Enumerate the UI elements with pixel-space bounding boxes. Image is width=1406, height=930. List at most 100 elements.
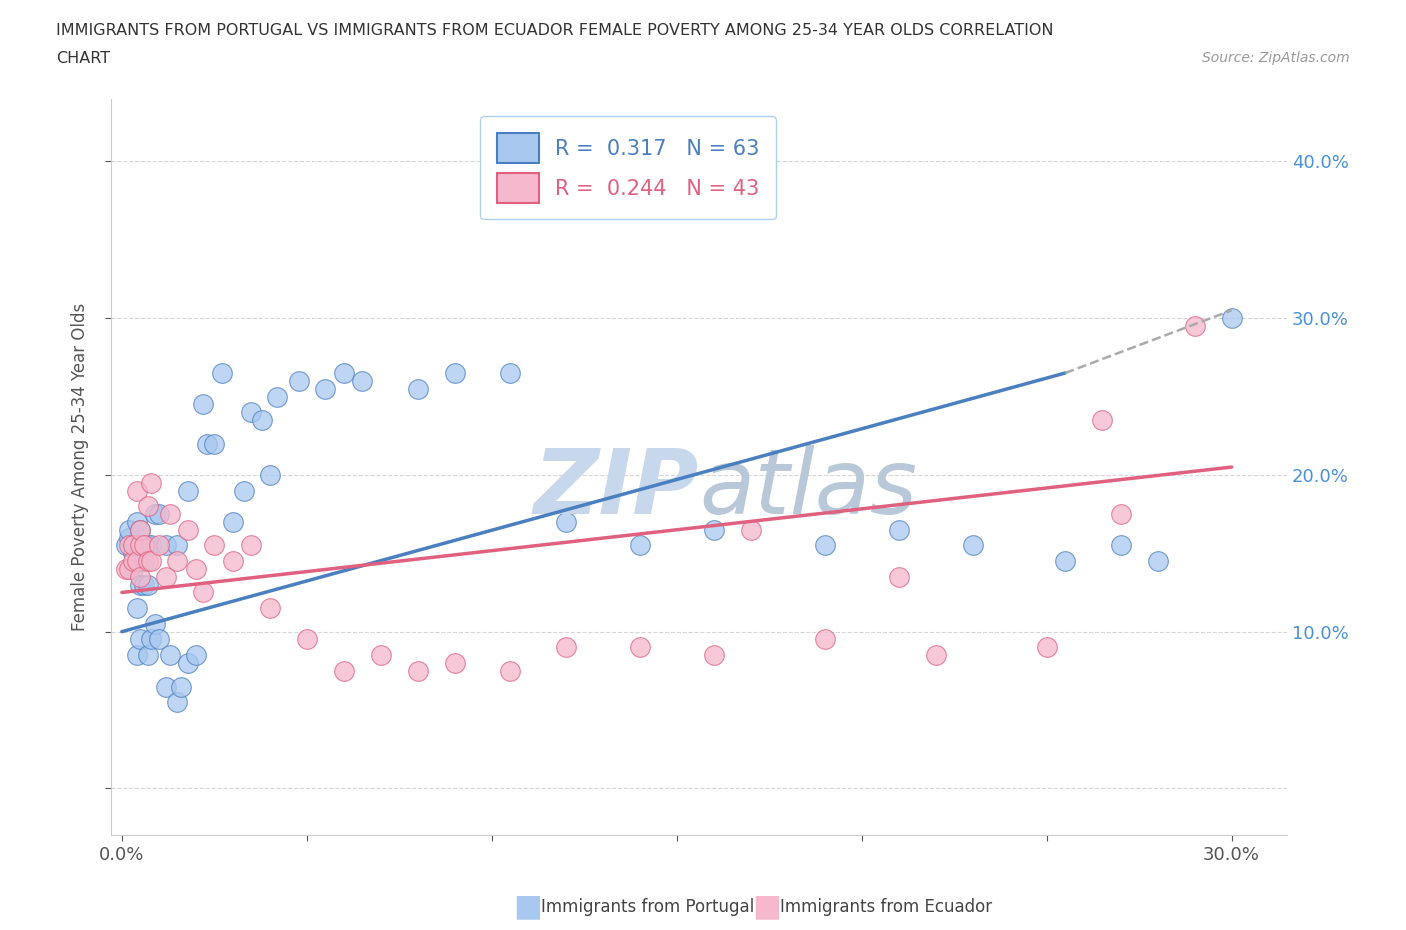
Point [141, 475, 163, 490]
Point [184, 562, 207, 577]
Point [266, 389, 288, 404]
Point [499, 663, 522, 678]
Point [222, 514, 245, 529]
Point [136, 578, 159, 592]
Point [1054, 553, 1077, 568]
Point [129, 569, 152, 584]
Point [1109, 538, 1132, 552]
Point [333, 663, 356, 678]
Point [129, 523, 152, 538]
Point [125, 538, 148, 552]
Point [155, 679, 177, 694]
Point [129, 538, 152, 552]
Point [195, 436, 218, 451]
Text: CHART: CHART [56, 51, 110, 66]
Point [222, 553, 245, 568]
Point [406, 663, 429, 678]
Point [962, 538, 984, 552]
Point [141, 538, 163, 552]
Point [136, 647, 159, 662]
Point [125, 484, 148, 498]
Point [132, 553, 155, 568]
Point [259, 601, 281, 616]
Point [125, 647, 148, 662]
Point [202, 436, 225, 451]
Y-axis label: Female Poverty Among 25-34 Year Olds: Female Poverty Among 25-34 Year Olds [72, 303, 89, 631]
Point [118, 538, 141, 552]
Legend: R =  0.317   N = 63, R =  0.244   N = 43: R = 0.317 N = 63, R = 0.244 N = 43 [481, 116, 776, 219]
Point [125, 553, 148, 568]
Point [166, 538, 188, 552]
Text: IMMIGRANTS FROM PORTUGAL VS IMMIGRANTS FROM ECUADOR FEMALE POVERTY AMONG 25-34 Y: IMMIGRANTS FROM PORTUGAL VS IMMIGRANTS F… [56, 23, 1053, 38]
Point [114, 562, 136, 577]
Point [240, 405, 263, 419]
Text: atlas: atlas [699, 445, 917, 533]
Point [887, 569, 910, 584]
Point [122, 562, 145, 577]
Point [177, 484, 200, 498]
Point [554, 640, 576, 655]
Text: Immigrants from Ecuador: Immigrants from Ecuador [780, 897, 993, 916]
Point [1146, 553, 1168, 568]
Point [129, 523, 152, 538]
Point [628, 640, 651, 655]
Point [118, 562, 141, 577]
Point [259, 468, 281, 483]
Point [628, 538, 651, 552]
Point [129, 553, 152, 568]
Point [136, 553, 159, 568]
Point [703, 523, 725, 538]
Point [125, 601, 148, 616]
Point [370, 647, 392, 662]
Point [193, 585, 215, 600]
Point [159, 507, 181, 522]
Point [177, 656, 200, 671]
Point [125, 514, 148, 529]
Point [129, 578, 152, 592]
Point [166, 695, 188, 710]
Point [232, 484, 254, 498]
Point [143, 507, 166, 522]
Point [295, 632, 318, 647]
Point [143, 617, 166, 631]
Point [211, 365, 233, 380]
Point [554, 514, 576, 529]
Point [148, 507, 170, 522]
Text: Immigrants from Portugal: Immigrants from Portugal [541, 897, 755, 916]
Point [740, 523, 762, 538]
Point [122, 538, 145, 552]
Point [129, 538, 152, 552]
Point [118, 523, 141, 538]
Point [202, 538, 225, 552]
Point [1091, 413, 1114, 428]
Point [155, 569, 177, 584]
Point [170, 679, 193, 694]
Point [118, 530, 141, 545]
Point [141, 632, 163, 647]
Point [499, 365, 522, 380]
Point [132, 578, 155, 592]
Point [141, 553, 163, 568]
Point [240, 538, 263, 552]
Point [177, 523, 200, 538]
Point [132, 538, 155, 552]
Text: ■: ■ [513, 892, 541, 922]
Point [148, 538, 170, 552]
Point [184, 647, 207, 662]
Text: ■: ■ [752, 892, 780, 922]
Point [924, 647, 946, 662]
Point [1109, 507, 1132, 522]
Point [129, 632, 152, 647]
Point [132, 538, 155, 552]
Point [114, 538, 136, 552]
Point [136, 538, 159, 552]
Point [122, 538, 145, 552]
Text: ZIP: ZIP [534, 445, 699, 533]
Text: Source: ZipAtlas.com: Source: ZipAtlas.com [1202, 51, 1350, 65]
Point [136, 498, 159, 513]
Point [443, 365, 465, 380]
Point [148, 632, 170, 647]
Point [159, 647, 181, 662]
Point [406, 381, 429, 396]
Point [193, 397, 215, 412]
